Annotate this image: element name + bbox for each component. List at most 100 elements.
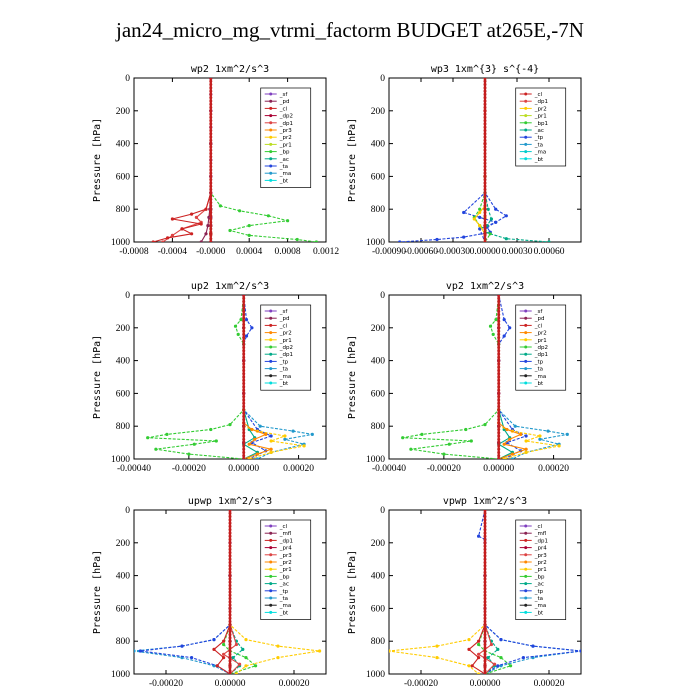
series-point-bp [254, 664, 258, 668]
center-profile-point [228, 531, 232, 535]
center-profile-point [483, 606, 487, 610]
y-tick-label: 800 [371, 422, 386, 432]
series-point-cl [170, 217, 174, 221]
legend-marker [524, 381, 528, 385]
legend-box [260, 87, 312, 188]
center-profile-point [483, 656, 487, 660]
y-tick-label: 0 [125, 506, 130, 516]
series-point-pr1 [435, 656, 439, 660]
series-point-ta [255, 457, 259, 459]
legend-label: _pr2 [279, 331, 292, 337]
series-point-pr1 [538, 434, 542, 438]
center-profile-point [242, 326, 246, 330]
panel-title: wp2 1xm^2/s^3 [191, 64, 269, 75]
center-profile-point [483, 538, 487, 542]
center-profile-point [209, 106, 213, 110]
series-point-tp [477, 534, 481, 538]
center-profile-point [242, 339, 246, 343]
series-point-pr1 [244, 638, 248, 642]
center-profile-point [209, 128, 213, 132]
y-tick-label: 0 [380, 291, 385, 301]
center-profile-point [228, 629, 232, 633]
center-profile-point [242, 418, 246, 422]
legend-label: _ta [534, 142, 543, 148]
center-profile-point [483, 547, 487, 551]
center-profile-point [483, 600, 487, 604]
legend-label: _ta [534, 367, 543, 373]
series-point-dp2 [154, 447, 158, 451]
series-point-dp1 [477, 656, 481, 660]
legend-marker [269, 150, 273, 154]
center-profile-point [483, 583, 487, 587]
center-profile-point [228, 590, 232, 594]
legend-marker [524, 150, 528, 154]
legend-marker [524, 331, 528, 335]
center-profile-point [483, 672, 487, 674]
series-point-pr1 [269, 439, 273, 443]
center-profile-point [483, 178, 487, 182]
series-point-dp2 [165, 432, 169, 436]
center-profile-point [209, 99, 213, 103]
center-profile-point [483, 210, 487, 214]
series-point-bp [286, 219, 290, 223]
series-point-ta [510, 457, 514, 459]
series-point-dp1 [170, 233, 174, 237]
center-profile-point [228, 603, 232, 607]
series-point-pr1 [234, 672, 238, 674]
y-tick-label: 800 [371, 205, 386, 215]
center-profile-point [209, 237, 213, 241]
center-profile-point [209, 122, 213, 126]
legend-marker [269, 309, 273, 313]
center-profile-point [209, 191, 213, 195]
legend-label: _ma [279, 171, 291, 177]
center-profile-point [483, 201, 487, 205]
series-point-tp [531, 644, 535, 648]
legend-marker [269, 316, 273, 320]
center-profile-point [242, 385, 246, 389]
center-profile-point [483, 560, 487, 564]
center-profile-point [242, 300, 246, 304]
legend-marker [524, 135, 528, 139]
legend-label: _pr2 [279, 135, 292, 141]
series-point-pr2 [253, 437, 257, 441]
legend-marker [524, 352, 528, 356]
center-profile-point [483, 616, 487, 620]
series-point-tp [269, 434, 273, 438]
legend-label: _pr1 [279, 567, 292, 573]
legend-label: _dp1 [279, 121, 293, 127]
center-profile-point [497, 332, 501, 336]
legend-label: _cl [534, 92, 543, 98]
legend-label: _mfl [279, 531, 292, 537]
center-profile-point [242, 319, 246, 323]
legend-label: _bt [279, 381, 289, 387]
legend-marker [269, 610, 273, 614]
center-profile-point [242, 345, 246, 349]
panel-title: vp2 1xm^2/s^3 [446, 281, 524, 292]
center-profile-point [483, 230, 487, 234]
series-point-pr1 [467, 638, 471, 642]
legend-label: _tp [534, 589, 544, 595]
center-profile-point [483, 659, 487, 663]
legend-label: _ta [279, 164, 288, 170]
series-point-tp [212, 638, 216, 642]
series-point-ac [504, 237, 508, 241]
center-profile-point [483, 99, 487, 103]
legend-marker [524, 574, 528, 578]
x-tick-label: -0.00020 [149, 679, 183, 689]
panel-title: wp3 1xm^{3} s^{-4} [431, 64, 539, 75]
center-profile-point [497, 316, 501, 320]
series-point-pr3 [489, 642, 493, 647]
legend-label: _pd [279, 99, 290, 105]
center-profile-point [483, 89, 487, 93]
center-profile-point [228, 518, 232, 522]
center-profile-point [209, 214, 213, 218]
center-profile-point [483, 112, 487, 116]
center-profile-point [483, 128, 487, 132]
legend-label: _bt [534, 157, 544, 163]
series-point-bp [266, 214, 270, 218]
x-tick-label: 0.00030 [502, 247, 533, 257]
series-point-ac [547, 240, 551, 242]
center-profile-point [228, 639, 232, 643]
center-profile-point [209, 178, 213, 182]
center-profile-point [497, 309, 501, 313]
